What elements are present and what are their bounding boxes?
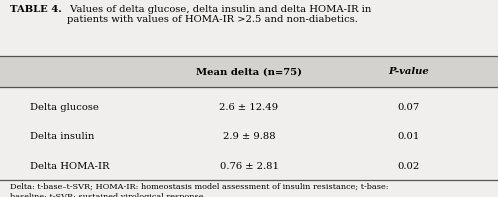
Text: Delta glucose: Delta glucose: [30, 103, 99, 112]
Text: Values of delta glucose, delta insulin and delta HOMA-IR in
patients with values: Values of delta glucose, delta insulin a…: [67, 5, 371, 24]
Text: Delta HOMA-IR: Delta HOMA-IR: [30, 162, 110, 171]
Text: Delta insulin: Delta insulin: [30, 132, 94, 141]
Text: 0.02: 0.02: [397, 162, 419, 171]
Text: 0.01: 0.01: [397, 132, 419, 141]
Text: P-value: P-value: [388, 67, 429, 76]
Text: Delta: t-base–t-SVR; HOMA-IR: homeostasis model assessment of insulin resistance: Delta: t-base–t-SVR; HOMA-IR: homeostasi…: [10, 182, 388, 197]
Text: 2.9 ± 9.88: 2.9 ± 9.88: [223, 132, 275, 141]
Text: 0.07: 0.07: [397, 103, 419, 112]
Text: 0.76 ± 2.81: 0.76 ± 2.81: [220, 162, 278, 171]
Text: Mean delta (n=75): Mean delta (n=75): [196, 67, 302, 76]
Text: 2.6 ± 12.49: 2.6 ± 12.49: [220, 103, 278, 112]
Text: TABLE 4.: TABLE 4.: [10, 5, 62, 14]
Bar: [0, 57, 498, 87]
